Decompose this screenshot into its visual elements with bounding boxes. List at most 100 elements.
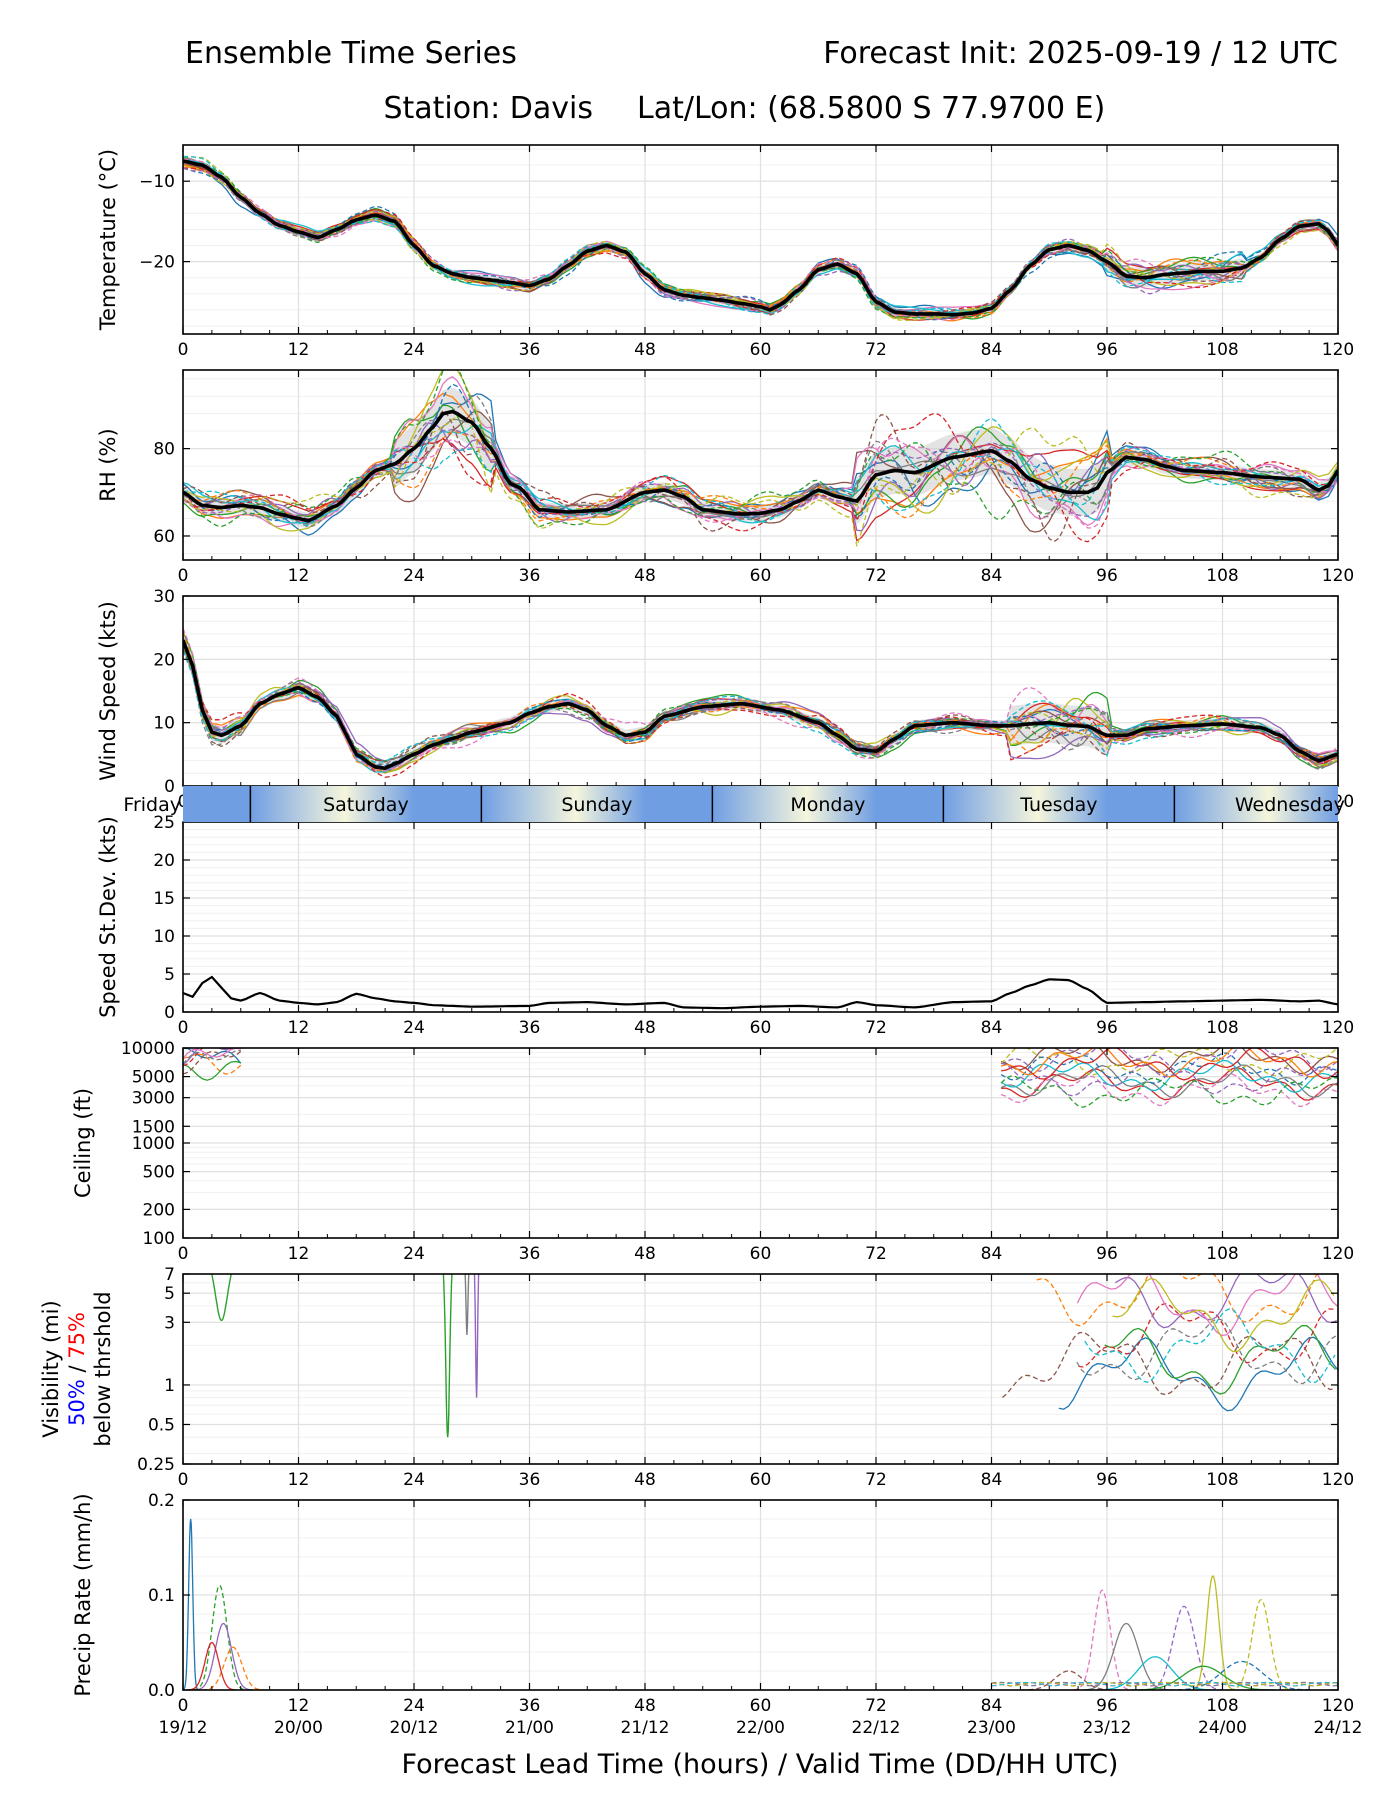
ceiling-plot-area: [183, 1048, 1338, 1108]
rh-x-tick-label: 84: [981, 566, 1003, 586]
precip-x-tick-label: 0: [178, 1696, 189, 1716]
visibility-x-tick-label: 0: [178, 1470, 189, 1490]
visibility-x-tick-label: 24: [403, 1470, 425, 1490]
rh-y-tick-label: 80: [153, 440, 175, 460]
ceiling-y-label: Ceiling (ft): [71, 1088, 95, 1198]
visibility-x-tick-label: 84: [981, 1470, 1003, 1490]
temperature-x-tick-label: 84: [981, 340, 1003, 360]
ceiling-x-tick-label: 120: [1322, 1244, 1354, 1264]
precip-member-line: [991, 1681, 1338, 1687]
temperature-y-tick-label: −20: [139, 253, 175, 273]
ceiling-x-tick-label: 0: [178, 1244, 189, 1264]
speed_stdev-x-tick-label: 72: [865, 1018, 887, 1038]
speed_stdev-y-tick-label: 15: [153, 889, 175, 909]
precip-member-line: [991, 1681, 1338, 1687]
temperature-x-tick-label: 108: [1206, 340, 1238, 360]
temperature-y-label: Temperature (°C): [96, 149, 120, 331]
visibility-member-line: [1084, 1308, 1336, 1384]
temperature-member-line: [183, 167, 1338, 315]
ceiling-y-tick-label: 10000: [121, 1039, 175, 1059]
speed_stdev-x-tick-label: 12: [288, 1018, 310, 1038]
temperature-mean-line: [183, 159, 1338, 317]
rh-x-tick-label: 24: [403, 566, 425, 586]
visibility-x-tick-label: 96: [1096, 1470, 1118, 1490]
precip-member-line: [1020, 1670, 1117, 1690]
rh-member-line: [183, 416, 1338, 547]
wind_speed-member-line: [183, 641, 1338, 771]
precip-x-tick-label: 96: [1096, 1696, 1118, 1716]
precip-member-line: [1073, 1589, 1132, 1690]
temperature-x-tick-label: 48: [634, 340, 656, 360]
ceiling-x-tick-label: 48: [634, 1244, 656, 1264]
rh-plot-area: [183, 370, 1338, 547]
rh-member-line: [183, 428, 1338, 520]
ceiling-member-line: [1000, 1048, 1338, 1078]
rh-x-tick-label: 72: [865, 566, 887, 586]
ceiling-member-line: [1000, 1048, 1338, 1077]
precip-y-tick-label: 0.0: [148, 1681, 175, 1701]
wind_speed-y-tick-label: 20: [153, 650, 175, 670]
station-latlon: Lat/Lon: (68.5800 S 77.9700 E): [637, 91, 1105, 126]
wind_speed-y-tick-label: 30: [153, 587, 175, 607]
ceiling-member-line: [183, 1050, 242, 1075]
ceiling-member-line: [1000, 1048, 1338, 1081]
speed_stdev-x-tick-label: 36: [519, 1018, 541, 1038]
ceiling-member-line: [1000, 1048, 1338, 1073]
valid-time-label: 21/12: [621, 1718, 670, 1738]
visibility-x-tick-label: 36: [519, 1470, 541, 1490]
rh-member-line: [183, 376, 1338, 528]
ceiling-y-tick-label: 5000: [132, 1068, 175, 1088]
day-label-monday: Monday: [790, 794, 865, 816]
wind_speed-member-line: [183, 642, 1338, 767]
visibility-x-tick-label: 12: [288, 1470, 310, 1490]
visibility-member-line: [210, 1274, 233, 1322]
precip-y-tick-label: 0.1: [148, 1586, 175, 1606]
x-axis-label: Forecast Lead Time (hours) / Valid Time …: [402, 1749, 1119, 1780]
speed_stdev-x-tick-label: 24: [403, 1018, 425, 1038]
speed_stdev-x-tick-label: 108: [1206, 1018, 1238, 1038]
visibility-member-line: [1076, 1274, 1338, 1337]
valid-time-label: 23/12: [1083, 1718, 1132, 1738]
visibility-member-line: [473, 1274, 480, 1398]
ceiling-member-line: [183, 1049, 241, 1065]
temperature-x-tick-label: 96: [1096, 340, 1118, 360]
precip-x-tick-label: 36: [519, 1696, 541, 1716]
valid-time-label: 20/00: [274, 1718, 323, 1738]
precip-x-tick-label: 12: [288, 1696, 310, 1716]
vis-sep-label: /: [65, 1359, 89, 1379]
day-label-sunday: Sunday: [561, 794, 632, 816]
ceiling-member-line: [1000, 1052, 1338, 1086]
day-label-tuesday: Tuesday: [1019, 794, 1097, 816]
rh-member-line: [183, 394, 1338, 528]
speed_stdev-y-label: Speed St.Dev. (kts): [96, 816, 120, 1018]
temperature-x-tick-label: 0: [178, 340, 189, 360]
ceiling-x-tick-label: 96: [1096, 1244, 1118, 1264]
valid-time-label: 21/00: [505, 1718, 554, 1738]
rh-x-tick-label: 96: [1096, 566, 1118, 586]
speed_stdev-x-tick-label: 84: [981, 1018, 1003, 1038]
temperature-member-line: [183, 167, 1338, 317]
visibility-y-tick-label: 7: [164, 1265, 175, 1285]
visibility-member-line: [1058, 1336, 1338, 1412]
vis-75-label: 75%: [65, 1312, 89, 1359]
panel-speed_stdev: 0 12 24 36 48 60 72 84 96 108 120 0 5 10 15 20 25: [153, 813, 1354, 1038]
visibility-x-tick-label: 108: [1206, 1470, 1238, 1490]
precip-x-tick-label: 84: [981, 1696, 1003, 1716]
rh-x-tick-label: 48: [634, 566, 656, 586]
vis-50-label: 50%: [65, 1379, 89, 1426]
panel-temperature: 0 12 24 36 48 60 72 84 96 108 120 −10 −20: [139, 144, 1354, 360]
day-label-saturday: Saturday: [323, 794, 409, 816]
visibility-plot-area: [210, 1274, 1338, 1438]
visibility-member-line: [464, 1274, 470, 1336]
precip-member-line: [194, 1622, 253, 1690]
valid-time-label: 23/00: [967, 1718, 1016, 1738]
ceiling-member-line: [1000, 1062, 1338, 1097]
ceiling-member-line: [183, 1048, 241, 1059]
panel-wind_speed: 012243648607284961081200102030: [153, 587, 1354, 812]
precip-x-tick-label: 72: [865, 1696, 887, 1716]
ceiling-y-tick-label: 200: [143, 1200, 175, 1220]
ceiling-y-tick-label: 1500: [132, 1117, 175, 1137]
ceiling-x-tick-label: 12: [288, 1244, 310, 1264]
speed_stdev-x-tick-label: 96: [1096, 1018, 1118, 1038]
ceiling-x-tick-label: 60: [750, 1244, 772, 1264]
